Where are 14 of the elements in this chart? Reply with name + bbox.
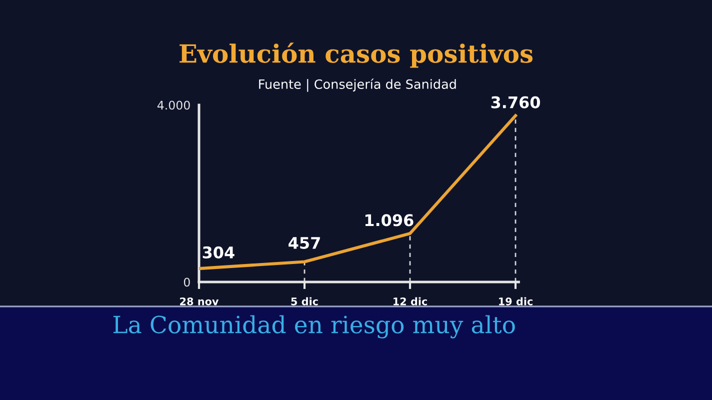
chart-subtitle: Fuente | Consejería de Sanidad (259, 78, 456, 92)
chart-title: Evolución casos positivos (180, 42, 533, 68)
data-label: 304 (202, 246, 234, 259)
line-series (199, 114, 518, 270)
data-label: 457 (288, 237, 320, 249)
x-tick-label: 28 nov (180, 297, 219, 306)
y-tick-label: 0 (184, 278, 190, 287)
data-label: 3.760 (491, 96, 540, 108)
x-tick-label: 19 dic (499, 297, 532, 306)
text: La Comunidad en riesgo muy alto (113, 315, 515, 338)
y-tick-label: 4.000 (157, 100, 190, 110)
x-tick-label: 5 dic (291, 297, 318, 306)
x-tick-label: 12 dic (394, 297, 427, 306)
data-label: 1.096 (365, 214, 414, 226)
